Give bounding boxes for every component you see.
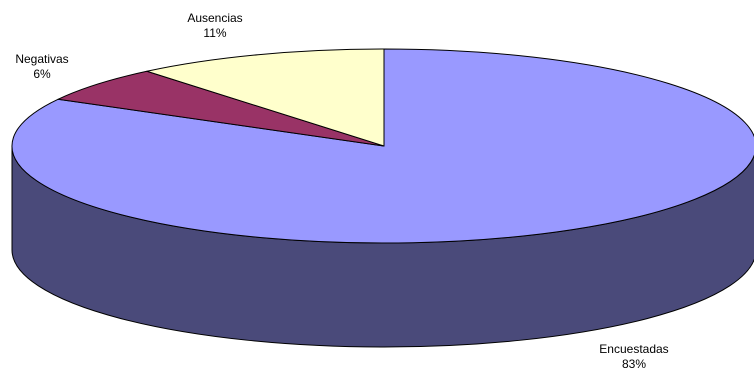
pie-tops xyxy=(11,48,754,244)
pie-slice-ausencias xyxy=(146,48,385,147)
pie-slice-negativas xyxy=(57,70,385,147)
slice-label-negativas: Negativas 6% xyxy=(4,52,80,82)
slice-value-negativas: 6% xyxy=(33,67,51,81)
slice-value-encuestadas: 83% xyxy=(621,357,647,371)
slice-name-ausencias: Ausencias xyxy=(187,11,243,25)
slice-value-ausencias: 11% xyxy=(203,26,227,40)
slice-label-encuestadas: Encuestadas 83% xyxy=(584,342,684,372)
slice-label-ausencias: Ausencias 11% xyxy=(176,11,254,41)
slice-name-negativas: Negativas xyxy=(15,52,69,66)
slice-name-encuestadas: Encuestadas xyxy=(599,342,669,356)
